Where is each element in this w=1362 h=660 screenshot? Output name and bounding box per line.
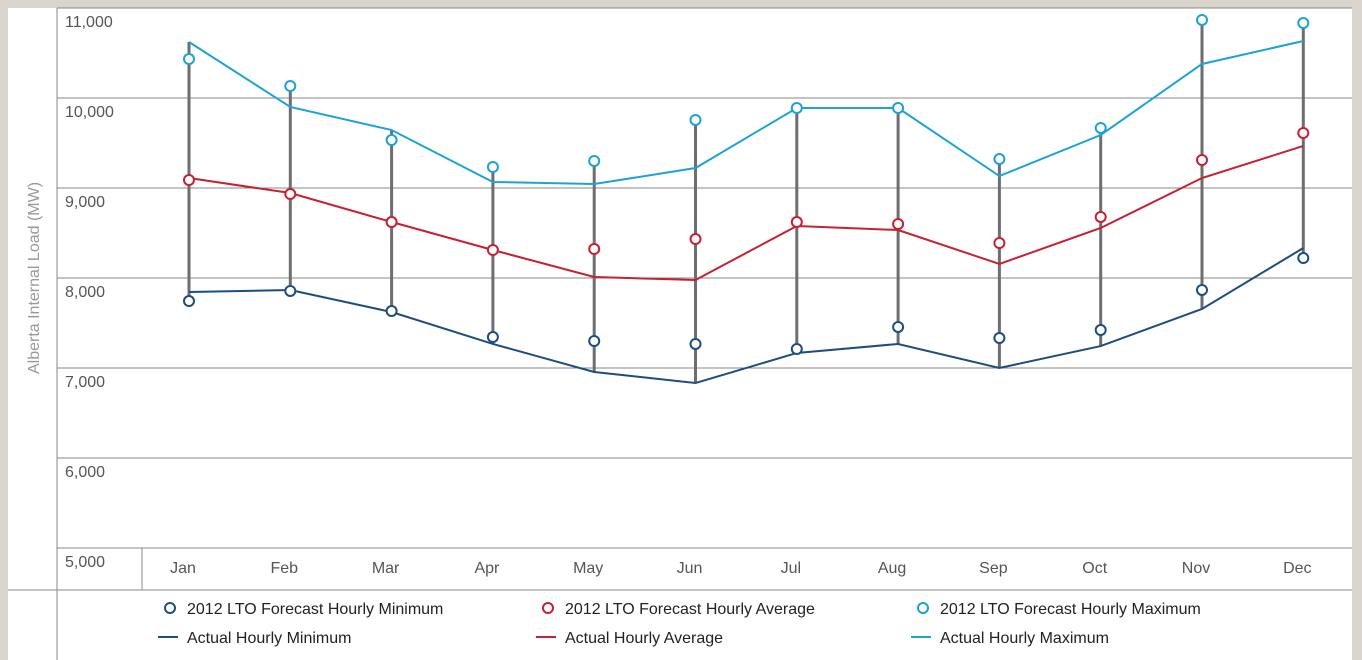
marker: [993, 153, 1006, 166]
marker: [790, 101, 803, 114]
x-tick-label: Jul: [781, 560, 801, 577]
legend-label: 2012 LTO Forecast Hourly Maximum: [940, 601, 1201, 618]
marker: [1297, 17, 1310, 30]
series-line: [188, 247, 1304, 385]
legend-marker: [164, 602, 176, 614]
series-line: [188, 145, 1304, 281]
y-tick-label: 5,000: [65, 554, 105, 571]
x-tick-label: Aug: [878, 560, 906, 577]
x-tick-label: Jan: [170, 560, 196, 577]
marker: [1196, 283, 1208, 296]
legend-marker: [917, 602, 929, 614]
marker: [689, 113, 702, 126]
x-tick-label: Dec: [1283, 560, 1311, 577]
y-tick-label: 6,000: [65, 464, 105, 481]
legend-label: Actual Hourly Maximum: [940, 630, 1109, 647]
marker: [1297, 252, 1310, 265]
marker: [993, 236, 1006, 249]
marker: [1094, 324, 1107, 337]
marker: [689, 337, 702, 350]
marker: [385, 305, 398, 318]
marker: [284, 80, 297, 93]
marker: [284, 284, 297, 297]
marker: [892, 218, 905, 230]
marker: [183, 53, 195, 66]
marker: [385, 134, 398, 147]
marker: [790, 216, 803, 229]
y-tick-label: 7,000: [65, 374, 105, 391]
x-tick-label: Jun: [677, 560, 703, 577]
legend-label: Actual Hourly Average: [565, 630, 723, 647]
marker: [486, 161, 499, 174]
marker: [284, 188, 297, 201]
marker: [790, 343, 803, 356]
marker: [1094, 210, 1107, 223]
marker: [486, 244, 499, 257]
marker: [1196, 13, 1208, 26]
marker: [689, 233, 702, 246]
y-tick-label: 10,000: [65, 104, 114, 121]
legend-marker: [542, 602, 554, 614]
marker: [486, 331, 499, 344]
legend-label: 2012 LTO Forecast Hourly Minimum: [187, 601, 443, 618]
y-axis-label: Alberta Internal Load (MW): [26, 182, 43, 374]
marker: [892, 101, 905, 114]
frame: [0, 0, 1362, 8]
y-tick-label: 11,000: [65, 14, 113, 31]
marker: [1297, 127, 1310, 140]
marker: [183, 295, 195, 308]
x-tick-label: Oct: [1082, 560, 1107, 577]
legend-label: 2012 LTO Forecast Hourly Average: [565, 601, 815, 618]
y-tick-label: 8,000: [65, 284, 105, 301]
x-tick-label: Apr: [474, 560, 500, 577]
frame: [0, 0, 8, 660]
frame: [1352, 0, 1362, 660]
legend-label: Actual Hourly Minimum: [187, 630, 351, 647]
marker: [588, 243, 601, 256]
x-tick-label: Nov: [1182, 560, 1210, 577]
y-tick-label: 9,000: [65, 194, 105, 211]
x-tick-label: Feb: [271, 560, 299, 577]
marker: [892, 320, 905, 333]
marker: [183, 173, 195, 186]
marker: [385, 216, 398, 229]
marker: [588, 335, 601, 347]
series-line: [188, 40, 1304, 186]
marker: [1196, 154, 1208, 167]
marker: [588, 155, 601, 167]
marker: [993, 332, 1006, 345]
x-tick-label: May: [573, 560, 603, 577]
x-tick-label: Mar: [372, 560, 400, 577]
marker: [1094, 121, 1107, 134]
x-tick-label: Sep: [979, 560, 1008, 577]
